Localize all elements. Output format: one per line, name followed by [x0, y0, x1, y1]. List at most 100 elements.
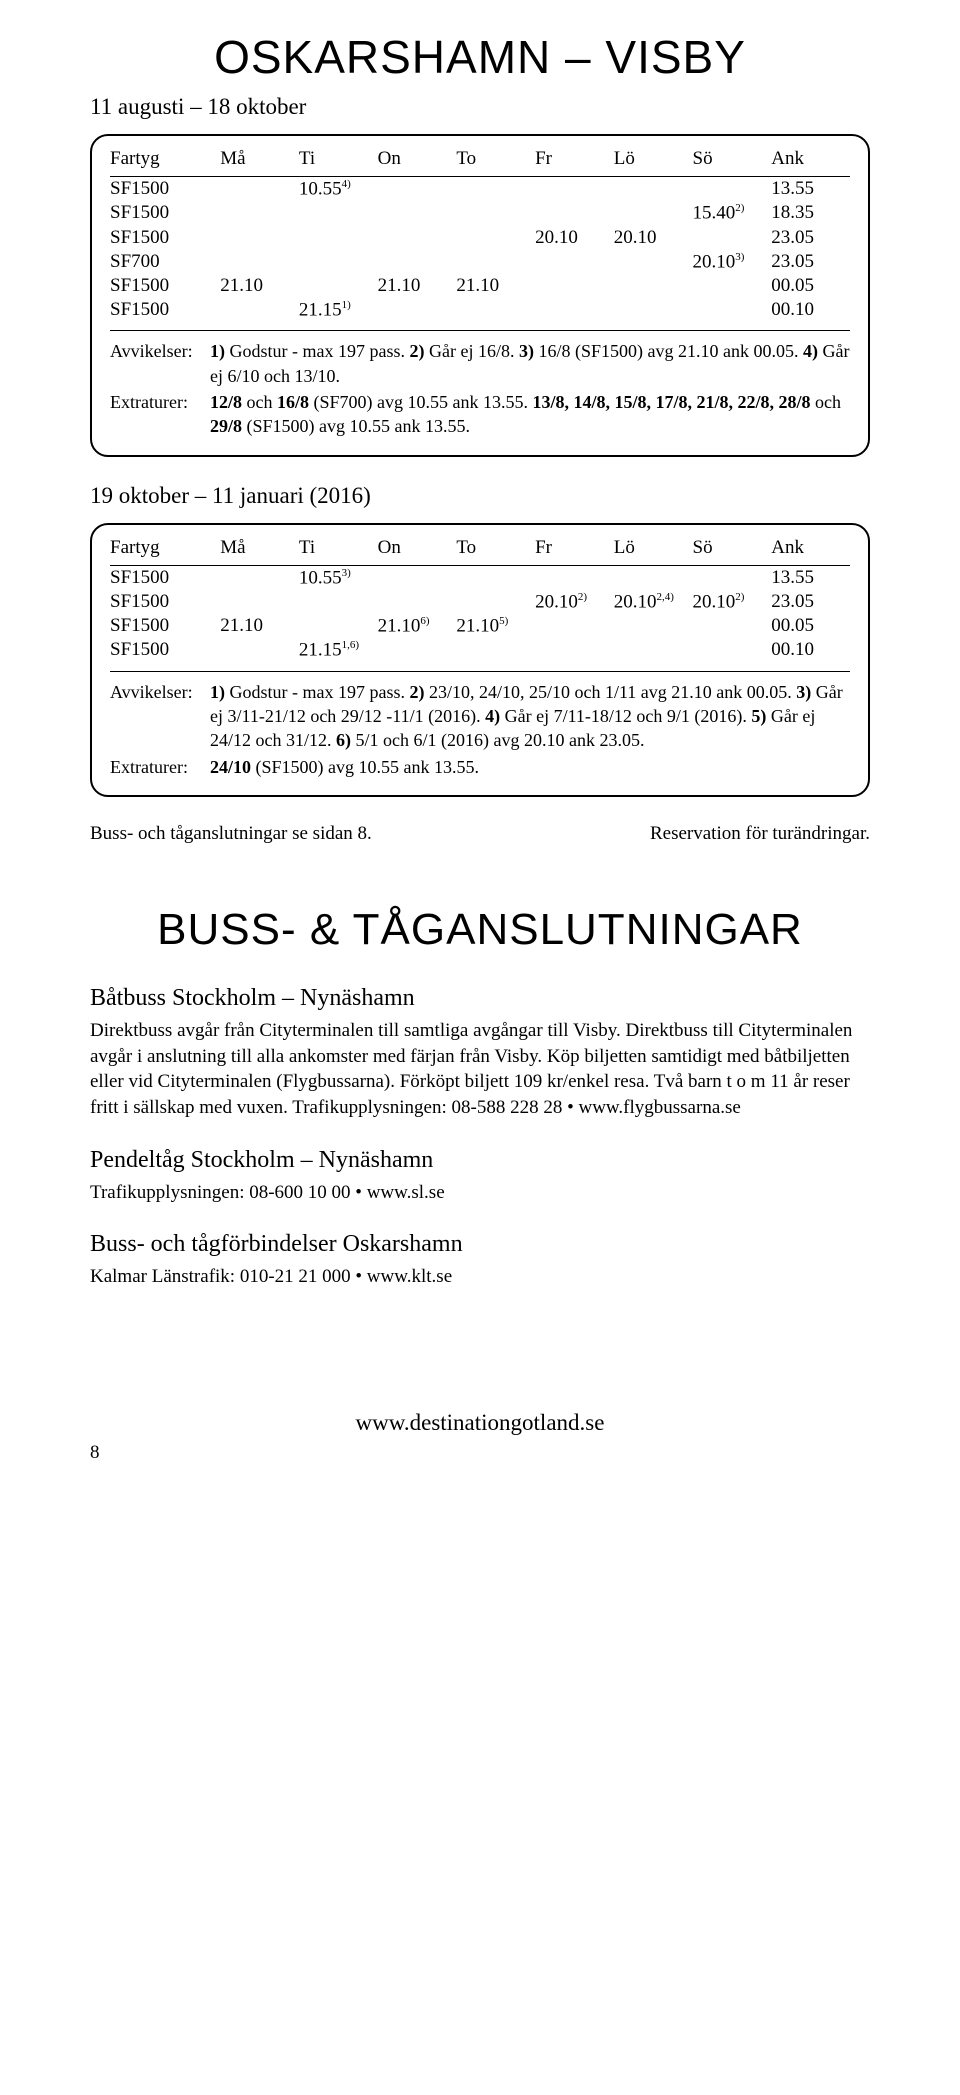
- table-cell: SF1500: [110, 614, 220, 638]
- table-cell: [535, 250, 614, 274]
- table-cell: [614, 177, 693, 202]
- note-label: Avvikelser:: [110, 680, 210, 753]
- table-cell: 10.553): [299, 565, 378, 590]
- connection-heading: Pendeltåg Stockholm – Nynäshamn: [90, 1147, 870, 1174]
- table-cell: [378, 565, 457, 590]
- table-cell: [299, 590, 378, 614]
- column-header: Sö: [693, 535, 772, 566]
- table-cell: 20.103): [693, 250, 772, 274]
- table-cell: [456, 177, 535, 202]
- connections-title: BUSS- & TÅGANSLUTNINGAR: [90, 905, 870, 955]
- note-label: Extraturer:: [110, 755, 210, 779]
- table-cell: [614, 638, 693, 662]
- footer-row: Buss- och tåganslutningar se sidan 8. Re…: [90, 823, 870, 845]
- schedule1-table: FartygMåTiOnToFrLöSöAnk SF150010.554)13.…: [110, 146, 850, 322]
- table-cell: [378, 250, 457, 274]
- note-text: 24/10 (SF1500) avg 10.55 ank 13.55.: [210, 755, 850, 779]
- note-text: 12/8 och 16/8 (SF700) avg 10.55 ank 13.5…: [210, 390, 850, 439]
- table-cell: [220, 590, 299, 614]
- table-cell: 20.10: [535, 226, 614, 250]
- table-cell: [378, 638, 457, 662]
- table-cell: [535, 274, 614, 298]
- schedule2-notes: Avvikelser:1) Godstur - max 197 pass. 2)…: [110, 671, 850, 779]
- table-cell: [299, 274, 378, 298]
- note-label: Extraturer:: [110, 390, 210, 439]
- table-row: SF150015.402)18.35: [110, 201, 850, 225]
- table-cell: [535, 298, 614, 322]
- table-cell: [220, 298, 299, 322]
- connection-heading: Båtbuss Stockholm – Nynäshamn: [90, 985, 870, 1012]
- table-cell: 20.102): [535, 590, 614, 614]
- table-cell: SF1500: [110, 201, 220, 225]
- table-cell: 00.10: [771, 638, 850, 662]
- table-cell: [456, 226, 535, 250]
- table-cell: [693, 638, 772, 662]
- table-cell: [535, 638, 614, 662]
- table-cell: [456, 298, 535, 322]
- table-cell: SF1500: [110, 177, 220, 202]
- schedule1-box: FartygMåTiOnToFrLöSöAnk SF150010.554)13.…: [90, 134, 870, 457]
- table-cell: [693, 274, 772, 298]
- table-cell: [614, 614, 693, 638]
- table-cell: SF1500: [110, 638, 220, 662]
- table-cell: [299, 250, 378, 274]
- footer-url: www.destinationgotland.se: [90, 1410, 870, 1436]
- table-row: SF150021.151)00.10: [110, 298, 850, 322]
- note-label: Avvikelser:: [110, 339, 210, 388]
- note-text: 1) Godstur - max 197 pass. 2) Går ej 16/…: [210, 339, 850, 388]
- table-cell: [378, 177, 457, 202]
- schedule2-box: FartygMåTiOnToFrLöSöAnk SF1500 10.553) 13.…: [90, 523, 870, 798]
- table-cell: [614, 201, 693, 225]
- table-header-row: FartygMåTiOnToFrLöSöAnk: [110, 535, 850, 566]
- table-cell: [614, 298, 693, 322]
- table-cell: [614, 250, 693, 274]
- column-header: Fartyg: [110, 146, 220, 177]
- table-cell: 21.151,6): [299, 638, 378, 662]
- table-cell: SF1500: [110, 590, 220, 614]
- table-cell: SF1500: [110, 565, 220, 590]
- table-row: SF150010.554)13.55: [110, 177, 850, 202]
- table-cell: [378, 201, 457, 225]
- column-header: On: [378, 535, 457, 566]
- table-cell: SF1500: [110, 298, 220, 322]
- table-cell: [693, 298, 772, 322]
- column-header: Må: [220, 146, 299, 177]
- column-header: Må: [220, 535, 299, 566]
- table-cell: 13.55: [771, 177, 850, 202]
- table-row: SF150021.1021.1021.1000.05: [110, 274, 850, 298]
- table-cell: 18.35: [771, 201, 850, 225]
- table-cell: [693, 614, 772, 638]
- table-cell: [220, 250, 299, 274]
- table-row: SF1500 10.553) 13.55: [110, 565, 850, 590]
- table-cell: [535, 201, 614, 225]
- column-header: Sö: [693, 146, 772, 177]
- table-cell: 13.55: [771, 565, 850, 590]
- table-header-row: FartygMåTiOnToFrLöSöAnk: [110, 146, 850, 177]
- table-cell: [693, 226, 772, 250]
- page-title: OSKARSHAMN – VISBY: [90, 30, 870, 84]
- column-header: Lö: [614, 535, 693, 566]
- column-header: Ank: [771, 535, 850, 566]
- column-header: Ti: [299, 146, 378, 177]
- table-cell: SF1500: [110, 274, 220, 298]
- column-header: Ank: [771, 146, 850, 177]
- table-cell: 21.105): [456, 614, 535, 638]
- page-number: 8: [90, 1442, 870, 1464]
- table-row: SF150020.102)20.102,4)20.102)23.05: [110, 590, 850, 614]
- connection-body: Kalmar Länstrafik: 010-21 21 000 • www.k…: [90, 1264, 870, 1290]
- table-cell: 00.10: [771, 298, 850, 322]
- table-cell: [378, 298, 457, 322]
- column-header: Fr: [535, 535, 614, 566]
- note-row: Extraturer:12/8 och 16/8 (SF700) avg 10.…: [110, 390, 850, 439]
- table-cell: [220, 638, 299, 662]
- table-cell: [299, 201, 378, 225]
- table-cell: [456, 638, 535, 662]
- table-cell: 21.106): [378, 614, 457, 638]
- table-cell: 00.05: [771, 274, 850, 298]
- footer-right: Reservation för turändringar.: [650, 823, 870, 845]
- table-cell: 20.102,4): [614, 590, 693, 614]
- table-cell: [299, 614, 378, 638]
- connection-heading: Buss- och tågförbindelser Oskarshamn: [90, 1231, 870, 1258]
- column-header: To: [456, 535, 535, 566]
- column-header: Ti: [299, 535, 378, 566]
